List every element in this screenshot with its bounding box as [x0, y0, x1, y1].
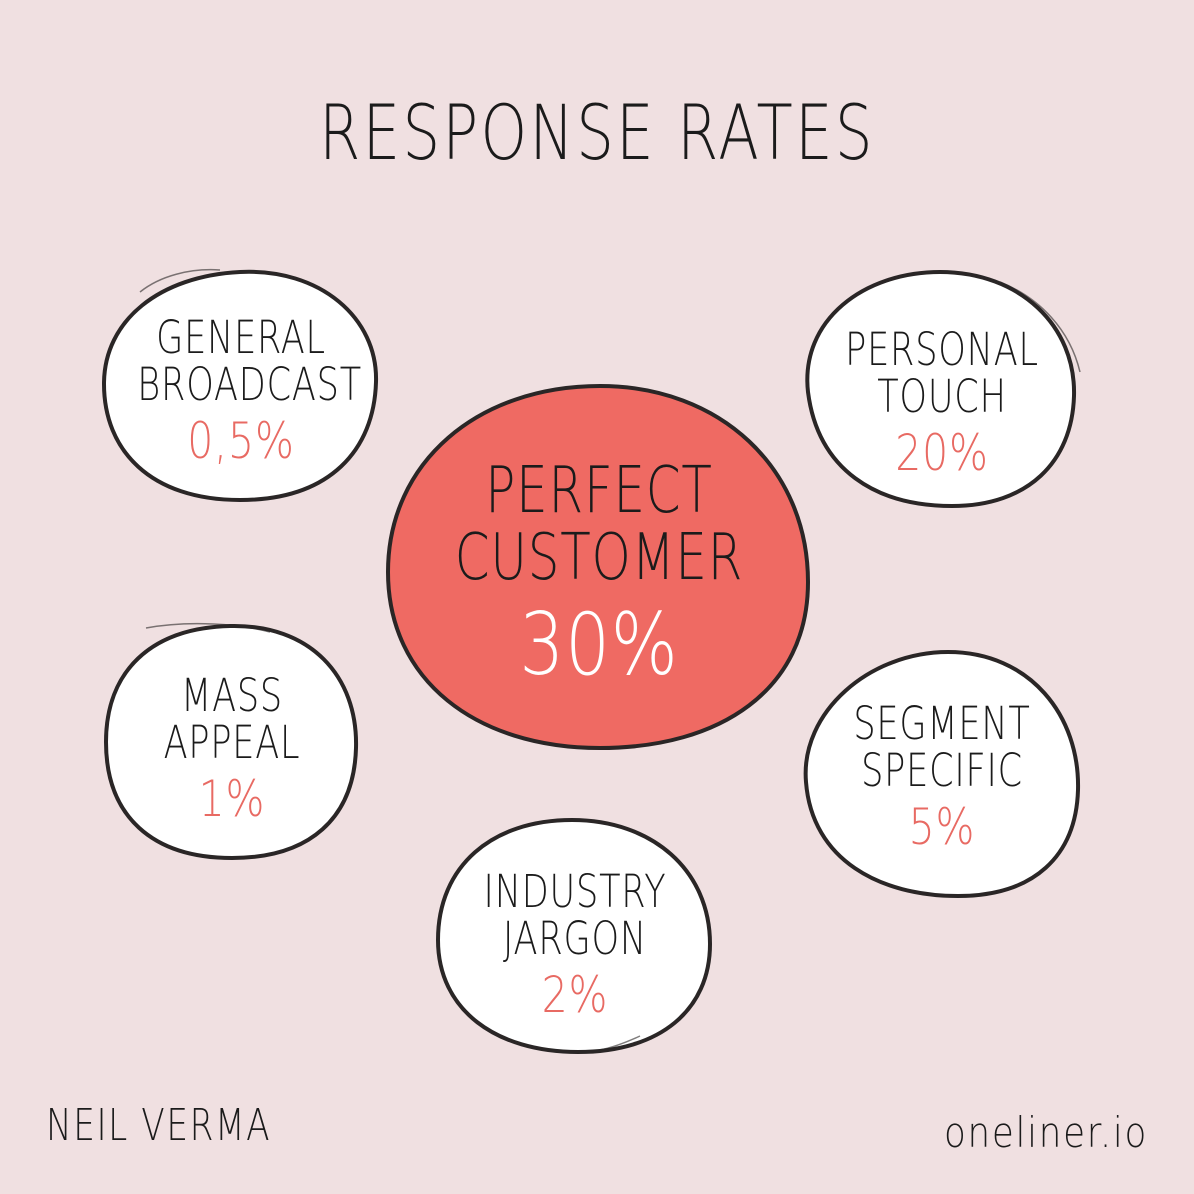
bubble-personal-touch: PERSONAL TOUCH 20% [812, 326, 1072, 479]
bubble-general-broadcast: GENERAL BROADCAST 0,5% [108, 314, 374, 467]
bubble-perfect-customer-shape [386, 384, 810, 750]
bubble-segment-specific-shape [803, 650, 1081, 898]
bubble-label-line1: GENERAL [156, 311, 326, 364]
page-title: RESPONSE RATES [319, 88, 875, 177]
bubble-percent: 1% [198, 769, 266, 828]
bubble-label-line1: PERSONAL [845, 323, 1039, 376]
bubble-percent: 20% [895, 423, 989, 482]
bubble-label-line1: MASS [181, 669, 283, 722]
bubble-industry-jargon: INDUSTRY JARGON 2% [442, 868, 708, 1021]
bubble-label-line1: INDUSTRY [483, 865, 667, 918]
bubble-mass-appeal: MASS APPEAL 1% [108, 672, 356, 825]
bubble-percent: 5% [908, 797, 976, 856]
bubble-label-line1: SEGMENT [853, 697, 1031, 750]
bubble-percent: 2% [541, 965, 609, 1024]
bubble-label-line2: JARGON [503, 912, 647, 966]
site-link[interactable]: oneliner.io [943, 1108, 1148, 1157]
bubble-perfect-customer: PERFECT CUSTOMER 30% [392, 454, 806, 696]
bubble-general-broadcast-shape [102, 269, 379, 502]
bubble-label-line2: TOUCH [877, 370, 1007, 424]
center-label-line1: PERFECT [485, 454, 713, 528]
center-label-line2: CUSTOMER [454, 521, 744, 596]
bubble-personal-touch-shape [805, 270, 1077, 508]
bubble-segment-specific: SEGMENT SPECIFIC 5% [812, 700, 1072, 853]
bubble-percent: 0,5% [187, 411, 295, 470]
bubble-label-line2: SPECIFIC [861, 744, 1023, 798]
bubble-label-line2: BROADCAST [137, 358, 362, 412]
bubble-label-line2: APPEAL [163, 716, 301, 770]
bubble-mass-appeal-shape [104, 623, 359, 860]
center-percent: 30% [519, 595, 679, 696]
author-name: NEIL VERMA [46, 1100, 272, 1151]
